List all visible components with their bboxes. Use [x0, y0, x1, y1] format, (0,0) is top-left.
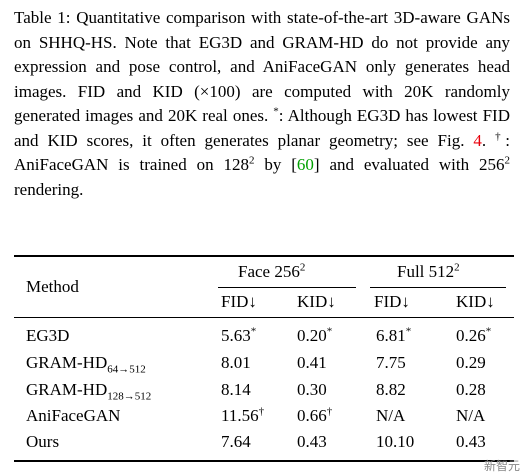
- method-name: EG3D: [26, 326, 70, 345]
- subheader-kid-face: KID↓: [297, 292, 336, 311]
- figure-reference-link[interactable]: 4: [473, 130, 482, 150]
- table-cell: 8.14: [221, 380, 251, 399]
- table-cell: 7.75: [376, 353, 406, 372]
- table-cell: 0.41: [297, 353, 327, 372]
- table-cell: 11.56†: [221, 405, 265, 425]
- method-name: AniFaceGAN: [26, 406, 121, 425]
- table-cell: 0.26*: [456, 325, 492, 345]
- table-caption: Table 1: Quantitative comparison with st…: [14, 8, 511, 199]
- method-header: Method: [26, 277, 79, 296]
- group-rule-face: [218, 287, 356, 288]
- subheader-fid-face: FID↓: [221, 292, 257, 311]
- watermark-logo: 新智元: [483, 459, 520, 473]
- table-cell: 5.63*: [221, 325, 257, 345]
- subheader-fid-full: FID↓: [374, 292, 410, 311]
- table-cell: 0.30: [297, 380, 327, 399]
- table-cell: 0.28: [456, 380, 486, 399]
- table-cell: N/A: [376, 406, 406, 425]
- subheader-kid-full: KID↓: [456, 292, 495, 311]
- table-header-rule: [14, 317, 514, 318]
- table-top-rule: [14, 255, 514, 257]
- group-header-full: Full 5122: [397, 261, 460, 281]
- table-cell: 0.66†: [297, 405, 333, 425]
- table-cell: N/A: [456, 406, 486, 425]
- group-rule-full: [370, 287, 506, 288]
- table-cell: 0.43: [297, 432, 327, 451]
- citation-link[interactable]: 60: [296, 155, 314, 174]
- table-cell: 0.20*: [297, 325, 333, 345]
- dagger-mark: †: [495, 129, 506, 142]
- group-header-face: Face 2562: [238, 261, 306, 281]
- method-name: Ours: [26, 432, 60, 451]
- table-cell: 0.29: [456, 353, 486, 372]
- method-name: GRAM-HD64→512: [26, 353, 146, 376]
- table-cell: 7.64: [221, 432, 251, 451]
- star-mark: *: [273, 105, 279, 118]
- method-name: GRAM-HD128→512: [26, 380, 152, 403]
- table-cell: 10.10: [376, 432, 415, 451]
- table-cell: 8.01: [221, 353, 251, 372]
- table-cell: 8.82: [376, 380, 406, 399]
- table-cell: 6.81*: [376, 325, 412, 345]
- table-cell: 0.43: [456, 432, 486, 451]
- table-bottom-rule: [14, 460, 514, 462]
